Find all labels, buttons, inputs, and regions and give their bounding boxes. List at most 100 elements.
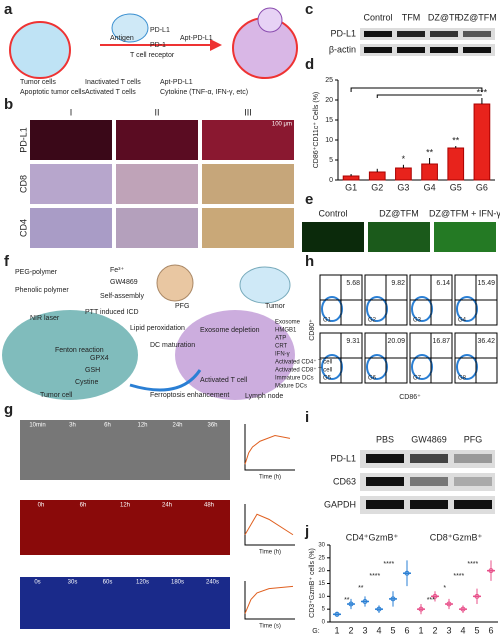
contour [411, 296, 433, 322]
label: Fe³⁺ [110, 267, 125, 274]
label: 20.09 [387, 338, 405, 345]
ihc-images [30, 120, 294, 248]
label: CD80⁺ [309, 319, 316, 341]
x-tick-label: 4 [460, 625, 465, 635]
blot-c [360, 28, 495, 56]
label: CD8 [18, 175, 28, 193]
label: 36h [207, 423, 217, 429]
label: Activated T cell [200, 377, 248, 384]
x-tick-label: 1 [334, 625, 339, 635]
label: 5 [322, 607, 326, 613]
group-label: G7 [413, 376, 422, 382]
axes [244, 424, 295, 471]
label: III [244, 107, 252, 117]
bracket [350, 87, 483, 98]
axes [244, 581, 295, 620]
dot [488, 568, 494, 574]
dot [390, 596, 396, 602]
label: PEG-polymer [15, 269, 58, 276]
label: 100 μm [272, 122, 292, 128]
x-tick-label: 6 [488, 625, 493, 635]
label: Cytokine (TNF-α, IFN-γ, etc) [160, 89, 248, 96]
group-label: G5 [323, 376, 332, 382]
label: 6h [80, 503, 87, 509]
label: NIR laser [30, 315, 60, 322]
label: PD-1 [150, 42, 166, 49]
label: PTT induced ICD [85, 309, 139, 316]
label: Inactivated T cells [85, 79, 141, 86]
label: h [305, 253, 314, 270]
label: Fenton reaction [55, 347, 104, 354]
label: 9.31 [346, 338, 360, 345]
label: Apt-PD-L1 [160, 79, 193, 86]
label: PD-L1 [18, 127, 28, 153]
label: CRT [275, 344, 288, 350]
x-tick-label: 5 [474, 625, 479, 635]
bar [342, 175, 360, 181]
dot [334, 611, 340, 617]
label: Activated T cells [85, 89, 136, 96]
line [244, 434, 291, 465]
group-label: G4 [458, 318, 467, 324]
label: GSH [85, 367, 100, 374]
label: Time (h) [259, 550, 281, 556]
axes [329, 545, 498, 623]
label: G3 [397, 182, 409, 192]
label: 12h [120, 503, 130, 509]
label: Exosome depletion [200, 327, 260, 334]
line [244, 585, 294, 614]
label: ATP [275, 336, 286, 342]
label: G: [312, 628, 319, 635]
label: T cell receptor [130, 52, 175, 59]
bar [395, 167, 412, 181]
bar [421, 163, 438, 181]
significance: ** [358, 585, 364, 592]
x-tick-label: 3 [362, 625, 367, 635]
label: 0s [34, 580, 40, 586]
significance: **** [369, 573, 380, 580]
label: PD-L1 [330, 28, 356, 38]
label: GW4869 [411, 434, 447, 444]
label: 5 [329, 157, 333, 164]
label: 180s [171, 580, 184, 586]
label: II [154, 107, 159, 117]
label: CD86⁺CD11c⁺ Cells (%) [313, 92, 320, 169]
bar [447, 147, 465, 181]
label: Phenolic polymer [15, 287, 69, 294]
label: 120s [136, 580, 149, 586]
label: Cystine [75, 379, 98, 386]
label: Tumor cells [20, 79, 56, 86]
label: 60s [103, 580, 113, 586]
label: 25 [318, 555, 325, 561]
bar [473, 103, 491, 181]
label: 10 [318, 594, 325, 600]
contour [366, 354, 388, 380]
label: Control [318, 208, 347, 218]
label: G2 [371, 182, 383, 192]
label: 9.82 [391, 280, 405, 287]
x-tick-label: 2 [348, 625, 353, 635]
contour [366, 296, 388, 322]
legend: CD8⁺GzmB⁺ [430, 532, 483, 542]
label: GW4869 [110, 279, 138, 286]
label: G4 [424, 182, 436, 192]
group-label: G6 [368, 376, 377, 382]
label: 15.49 [477, 280, 495, 287]
label: Activated CD4⁺ T cell [275, 359, 332, 366]
group-label: G1 [323, 318, 332, 324]
x-tick-label: 4 [376, 625, 381, 635]
label: PBS [376, 434, 394, 444]
label: 240s [206, 580, 219, 586]
contour [411, 354, 433, 380]
legend: CD4⁺GzmB⁺ [346, 532, 399, 542]
label: PFG [464, 434, 483, 444]
significance: **** [453, 573, 464, 580]
label: Antigen [110, 35, 134, 42]
label: e [305, 191, 313, 208]
dot [418, 606, 424, 612]
label: c [305, 1, 313, 18]
label: Self-assembly [100, 293, 144, 300]
label: i [305, 409, 309, 426]
significance: * [443, 585, 446, 592]
